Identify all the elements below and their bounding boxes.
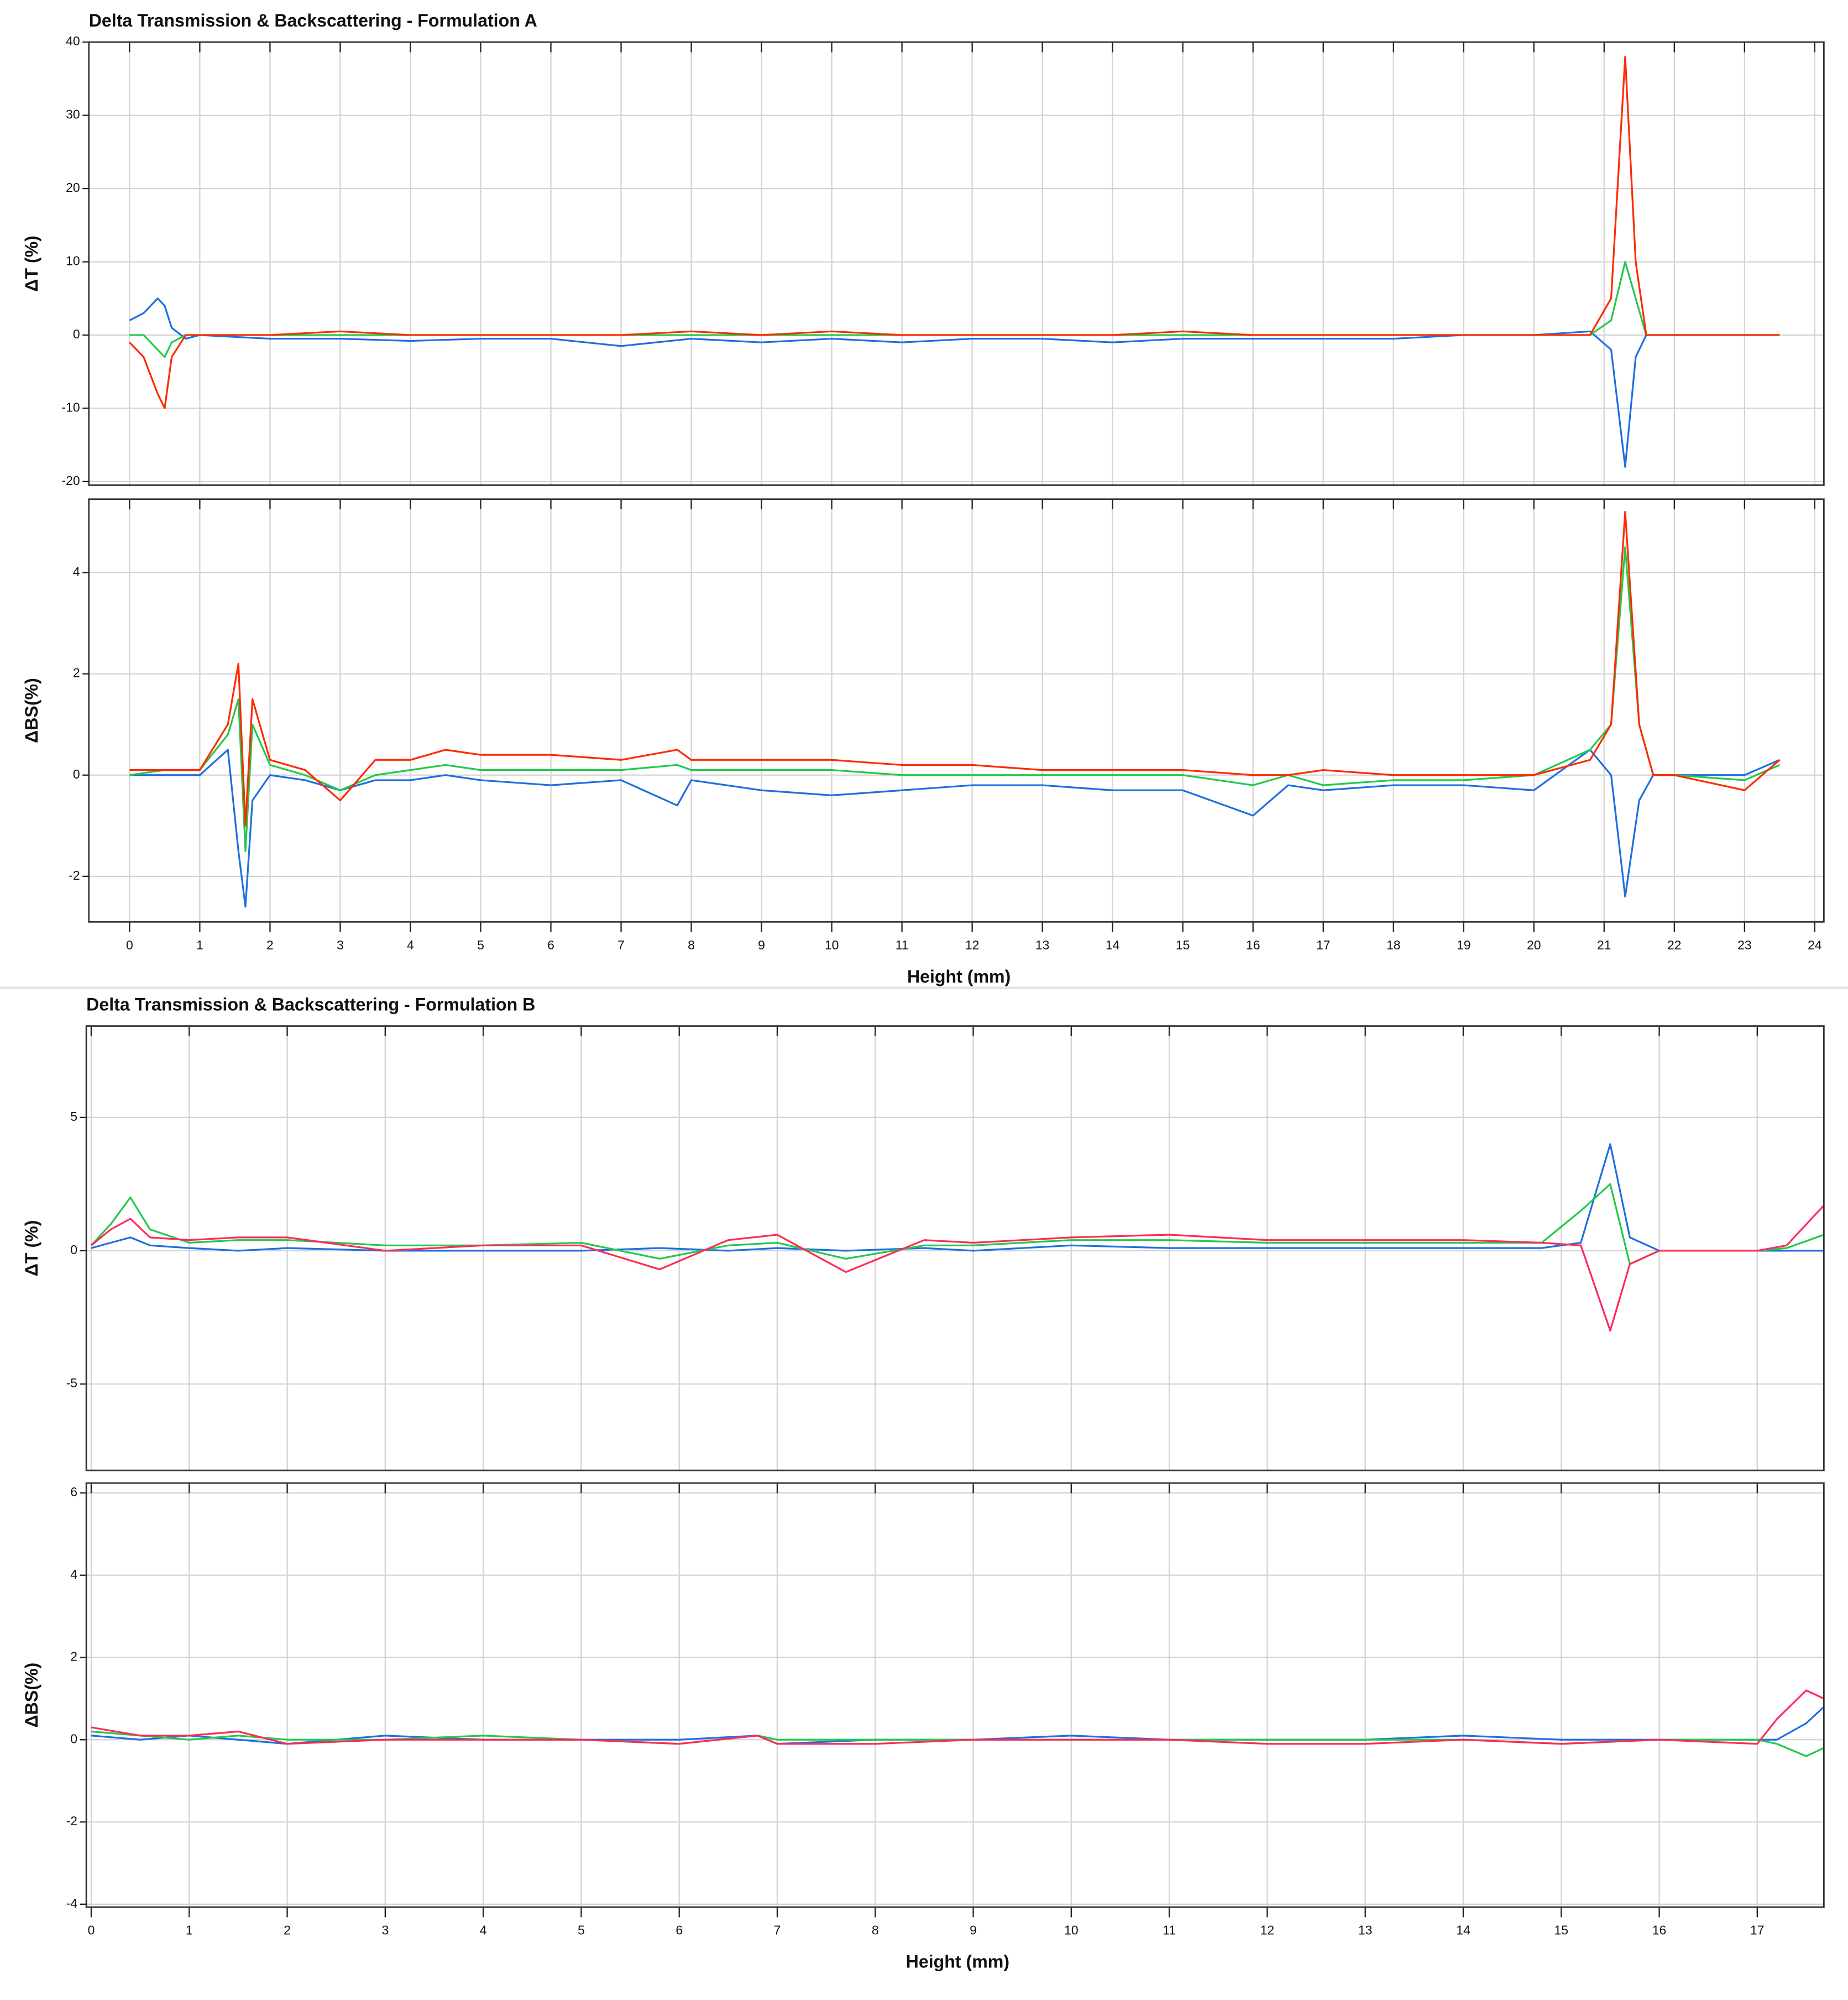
y-tick-label: 4: [73, 565, 80, 579]
x-tick-label: 1: [196, 938, 203, 952]
data-line: [91, 1143, 1824, 1252]
x-tick-label: 17: [1316, 938, 1331, 952]
y-tick-label: 40: [66, 34, 80, 48]
y-tick-label: 6: [70, 1485, 77, 1499]
x-tick-label: 5: [477, 938, 484, 952]
y-tick-label: 0: [70, 1731, 77, 1746]
y-axis-label: ΔT (%): [22, 1220, 41, 1277]
x-tick-label: 18: [1386, 938, 1401, 952]
data-line: [90, 1204, 1824, 1332]
plot-frame: [85, 1025, 1825, 1471]
y-tick-label: 4: [70, 1567, 77, 1581]
x-tick-label: 1: [186, 1923, 193, 1938]
x-tick-label: 10: [825, 938, 839, 952]
data-line: [129, 511, 1781, 827]
x-tick-label: 16: [1652, 1923, 1667, 1938]
x-tick-label: 22: [1667, 938, 1682, 952]
y-tick-label: -2: [69, 868, 80, 882]
plot-area: [129, 511, 1781, 908]
x-tick-label: 13: [1035, 938, 1050, 952]
chart-title: Delta Transmission & Backscattering - Fo…: [89, 11, 537, 30]
x-tick-label: 4: [480, 1923, 487, 1938]
x-tick-label: 7: [774, 1923, 781, 1938]
x-tick-label: 6: [676, 1923, 683, 1938]
x-tick-label: 11: [1163, 1923, 1176, 1938]
chart-title: Delta Transmission & Backscattering - Fo…: [86, 994, 535, 1014]
x-tick-label: 15: [1176, 938, 1190, 952]
x-tick-label: 7: [617, 938, 625, 952]
x-tick-label: 20: [1527, 938, 1541, 952]
x-tick-label: 2: [266, 938, 274, 952]
x-tick-label: 17: [1750, 1923, 1765, 1938]
data-line: [129, 56, 1780, 410]
x-tick-label: 14: [1456, 1923, 1470, 1938]
y-tick-label: -10: [61, 400, 80, 414]
x-tick-label: 13: [1358, 1923, 1373, 1938]
x-tick-label: 19: [1457, 938, 1471, 952]
y-axis-label: ΔBS(%): [22, 1663, 41, 1728]
x-tick-label: 14: [1106, 938, 1120, 952]
x-tick-label: 5: [578, 1923, 585, 1938]
plot-frame: [88, 41, 1825, 486]
y-axis-label: ΔT (%): [22, 236, 41, 292]
y-tick-label: 2: [70, 1649, 77, 1664]
y-tick-label: 10: [66, 254, 80, 268]
y-tick-label: 0: [73, 767, 80, 781]
x-tick-label: 9: [758, 938, 765, 952]
y-tick-label: 20: [66, 180, 80, 195]
data-line: [91, 1689, 1824, 1745]
x-tick-label: 0: [88, 1923, 95, 1938]
x-tick-label: 10: [1064, 1923, 1079, 1938]
x-tick-label: 21: [1597, 938, 1611, 952]
y-tick-label: -20: [61, 473, 80, 488]
x-tick-label: 23: [1737, 938, 1752, 952]
x-tick-label: 3: [337, 938, 344, 952]
y-tick-label: 0: [73, 327, 80, 341]
x-tick-label: 8: [688, 938, 695, 952]
y-tick-label: 5: [70, 1109, 77, 1124]
y-tick-label: 2: [73, 666, 80, 680]
x-tick-label: 8: [872, 1923, 879, 1938]
x-axis-label: Height (mm): [907, 967, 1011, 986]
data-line: [129, 297, 1780, 468]
x-tick-label: 2: [284, 1923, 291, 1938]
plot-area: [129, 56, 1780, 468]
plot-area: [90, 1143, 1824, 1332]
y-axis-label: ΔBS(%): [22, 678, 41, 743]
x-tick-label: 0: [126, 938, 133, 952]
plot-frame: [85, 1482, 1825, 1908]
y-tick-label: -2: [66, 1814, 77, 1828]
x-tick-label: 24: [1808, 938, 1822, 952]
x-tick-label: 4: [407, 938, 414, 952]
data-line: [90, 1183, 1824, 1265]
x-tick-label: 16: [1246, 938, 1260, 952]
x-tick-label: 6: [547, 938, 554, 952]
x-tick-label: 12: [1260, 1923, 1275, 1938]
x-tick-label: 12: [965, 938, 980, 952]
x-tick-label: 9: [970, 1923, 977, 1938]
x-tick-label: 15: [1554, 1923, 1568, 1938]
data-line: [129, 546, 1780, 852]
plot-frame: [88, 498, 1825, 923]
data-line: [129, 749, 1780, 908]
x-tick-label: 3: [381, 1923, 389, 1938]
y-tick-label: 30: [66, 107, 80, 122]
x-tick-label: 11: [896, 938, 909, 952]
y-tick-label: -5: [66, 1376, 77, 1390]
y-tick-label: -4: [66, 1896, 78, 1910]
x-axis-label: Height (mm): [906, 1952, 1009, 1972]
y-tick-label: 0: [70, 1242, 77, 1257]
plot-area: [91, 1689, 1824, 1757]
